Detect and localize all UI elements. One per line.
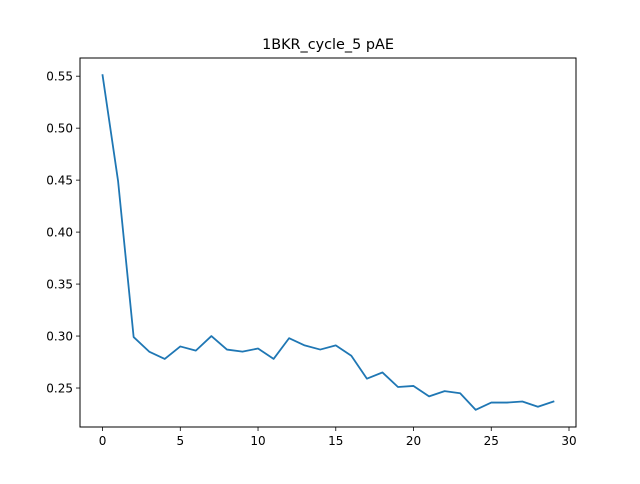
x-tick-label: 25 <box>484 434 499 448</box>
y-tick-label: 0.35 <box>46 277 73 291</box>
y-axis: 0.25 0.30 0.35 0.40 0.45 0.50 0.55 <box>46 69 80 395</box>
y-tick-label: 0.40 <box>46 225 73 239</box>
x-tick-label: 0 <box>99 434 107 448</box>
chart-title: 1BKR_cycle_5 pAE <box>262 37 394 53</box>
x-tick-label: 30 <box>561 434 576 448</box>
series-line-0 <box>101 74 555 411</box>
y-tick-label: 0.25 <box>46 381 73 395</box>
x-tick-label: 15 <box>328 434 343 448</box>
y-tick-label: 0.50 <box>46 121 73 135</box>
y-tick-label: 0.30 <box>46 329 73 343</box>
y-tick-label: 0.55 <box>46 69 73 83</box>
plot-area-frame <box>79 57 577 428</box>
x-tick-label: 20 <box>406 434 421 448</box>
y-tick-label: 0.45 <box>46 173 73 187</box>
x-tick-label: 5 <box>176 434 184 448</box>
x-axis: 0 5 10 15 20 25 30 <box>99 427 577 448</box>
x-tick-label: 10 <box>250 434 265 448</box>
